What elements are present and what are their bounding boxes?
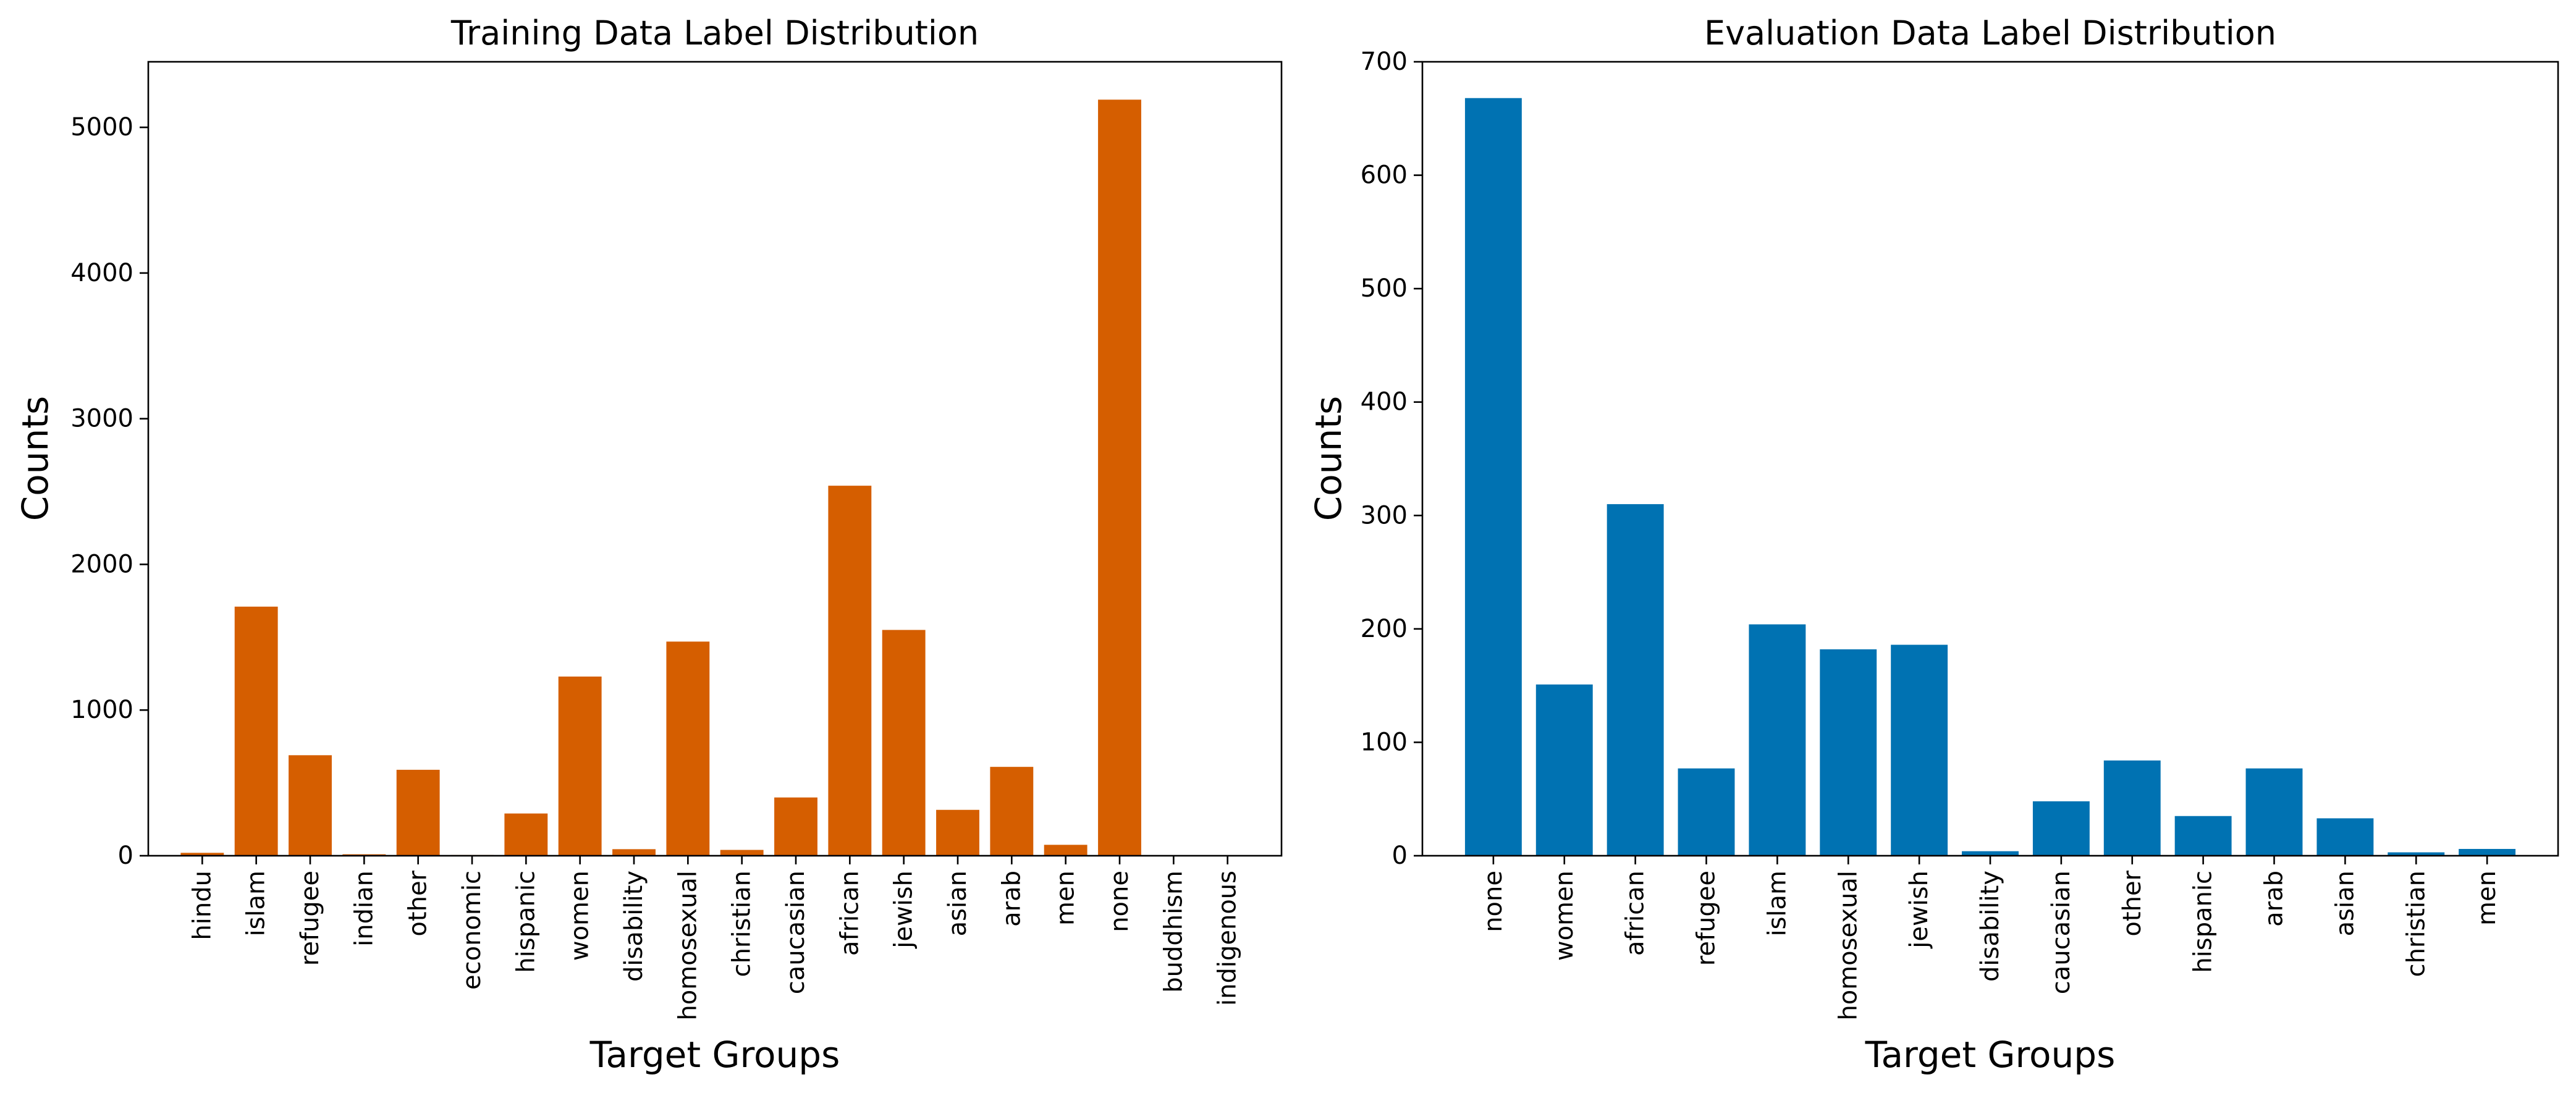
training-x-tick-label: indigenous xyxy=(1214,871,1242,1006)
evaluation-bar-african xyxy=(1607,504,1664,856)
evaluation-y-tick-label: 200 xyxy=(1361,615,1408,643)
evaluation-x-tick-label: homosexual xyxy=(1834,871,1862,1021)
evaluation-y-tick-label: 0 xyxy=(1392,842,1408,870)
training-x-tick-label: homosexual xyxy=(674,871,702,1021)
evaluation-x-tick-label: refugee xyxy=(1692,871,1721,966)
evaluation-x-tick-label: women xyxy=(1550,871,1579,961)
evaluation-bar-other xyxy=(2103,760,2161,856)
training-chart-title: Training Data Label Distribution xyxy=(450,14,979,53)
training-bar-caucasian xyxy=(774,797,817,856)
training-x-tick-label: christian xyxy=(728,871,756,977)
evaluation-bar-men xyxy=(2459,848,2516,856)
evaluation-y-tick-label: 300 xyxy=(1361,501,1408,530)
training-x-tick-label: islam xyxy=(242,871,271,937)
evaluation-bar-none xyxy=(1464,98,1522,856)
training-x-tick-label: none xyxy=(1105,871,1134,932)
evaluation-y-tick-label: 100 xyxy=(1361,728,1408,756)
evaluation-y-axis-label: Counts xyxy=(1307,396,1349,521)
evaluation-x-tick-label: hispanic xyxy=(2189,871,2218,973)
evaluation-bar-islam xyxy=(1749,624,1806,856)
training-x-tick-label: asian xyxy=(944,871,972,936)
training-x-tick-label: economic xyxy=(458,871,486,990)
training-x-tick-label: hispanic xyxy=(512,871,540,973)
evaluation-bar-asian xyxy=(2316,818,2374,856)
evaluation-x-tick-label: jewish xyxy=(1905,871,1933,949)
evaluation-y-tick-label: 600 xyxy=(1361,161,1408,190)
training-x-tick-label: women xyxy=(566,871,594,961)
training-x-tick-label: men xyxy=(1052,871,1080,926)
evaluation-bar-jewish xyxy=(1891,644,1948,856)
evaluation-chart-title: Evaluation Data Label Distribution xyxy=(1704,14,2276,53)
training-bar-african xyxy=(828,486,872,856)
evaluation-y-axis: 0 100 200 300 400 500 600 700 xyxy=(1361,48,1422,870)
evaluation-bar-caucasian xyxy=(2032,801,2090,856)
evaluation-x-axis-label: Target Groups xyxy=(1865,1034,2116,1076)
evaluation-x-tick-label: men xyxy=(2473,871,2501,926)
training-y-tick-label: 5000 xyxy=(70,113,133,141)
training-bar-christian xyxy=(720,850,764,856)
evaluation-bar-disability xyxy=(1962,851,2019,856)
evaluation-x-tick-label: african xyxy=(1621,871,1650,956)
evaluation-bar-christian xyxy=(2388,852,2445,856)
evaluation-x-tick-label: caucasian xyxy=(2047,871,2076,994)
evaluation-chart: Evaluation Data Label Distribution 0 100 2… xyxy=(1307,14,2559,1076)
training-x-tick-label: indian xyxy=(350,871,378,947)
training-bar-hispanic xyxy=(504,813,548,856)
training-bar-other xyxy=(396,769,440,856)
training-x-tick-label: african xyxy=(835,871,864,956)
evaluation-x-tick-label: asian xyxy=(2331,871,2359,936)
training-bar-none xyxy=(1098,99,1141,856)
evaluation-x-axis: none women african refugee islam homosexual je… xyxy=(1479,856,2501,1021)
evaluation-x-tick-label: arab xyxy=(2260,871,2289,927)
training-bar-refugee xyxy=(289,755,332,856)
training-y-tick-label: 2000 xyxy=(70,550,133,578)
training-bar-disability xyxy=(612,849,656,856)
evaluation-bar-refugee xyxy=(1678,768,1735,856)
training-bars xyxy=(180,99,1249,856)
training-bar-hindu xyxy=(180,853,224,856)
evaluation-bars xyxy=(1464,98,2516,856)
evaluation-bar-homosexual xyxy=(1820,649,1877,856)
training-x-tick-label: other xyxy=(404,870,433,936)
training-bar-women xyxy=(558,676,602,856)
training-chart: Training Data Label Distribution 0 1000 20… xyxy=(14,14,1283,1076)
training-x-tick-label: caucasian xyxy=(782,871,810,994)
training-x-axis: hindu islam refugee indian other economic hisp… xyxy=(188,856,1242,1021)
evaluation-y-tick-label: 500 xyxy=(1361,274,1408,303)
evaluation-bar-women xyxy=(1535,684,1593,856)
evaluation-x-tick-label: none xyxy=(1479,871,1508,932)
training-bar-homosexual xyxy=(666,641,710,856)
evaluation-bar-hispanic xyxy=(2174,816,2232,856)
training-x-axis-label: Target Groups xyxy=(589,1034,840,1076)
training-y-tick-label: 4000 xyxy=(70,259,133,287)
training-plot-frame xyxy=(147,61,1283,857)
training-y-tick-label: 3000 xyxy=(70,405,133,433)
training-bar-arab xyxy=(990,767,1034,856)
training-x-tick-label: disability xyxy=(620,871,648,982)
training-bar-islam xyxy=(234,606,278,856)
training-y-tick-label: 0 xyxy=(118,842,133,870)
training-bar-jewish xyxy=(882,630,926,856)
training-x-tick-label: refugee xyxy=(296,871,324,966)
training-bar-men xyxy=(1044,845,1087,856)
training-x-tick-label: hindu xyxy=(188,871,216,940)
training-x-tick-label: buddhism xyxy=(1159,871,1188,993)
training-x-tick-label: jewish xyxy=(890,871,918,949)
evaluation-x-tick-label: other xyxy=(2118,870,2147,936)
training-y-axis: 0 1000 2000 3000 4000 5000 xyxy=(70,113,148,870)
training-x-tick-label: arab xyxy=(997,871,1026,927)
evaluation-x-tick-label: disability xyxy=(1976,871,2004,982)
training-y-axis-label: Counts xyxy=(14,396,56,521)
training-y-tick-label: 1000 xyxy=(70,696,133,724)
evaluation-x-tick-label: islam xyxy=(1763,871,1791,937)
evaluation-x-tick-label: christian xyxy=(2402,871,2430,977)
evaluation-bar-arab xyxy=(2245,768,2303,856)
evaluation-y-tick-label: 700 xyxy=(1361,48,1408,76)
evaluation-y-tick-label: 400 xyxy=(1361,388,1408,416)
training-bar-asian xyxy=(936,809,979,856)
